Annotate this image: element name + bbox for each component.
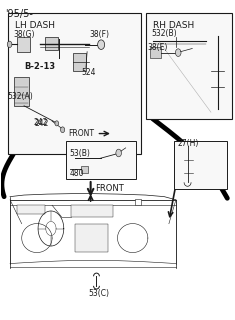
Bar [135,199,141,204]
Bar [174,141,227,189]
Circle shape [55,121,59,126]
Circle shape [176,49,181,56]
Circle shape [7,41,12,48]
Bar [17,37,30,52]
Circle shape [116,149,121,157]
Circle shape [98,40,105,50]
Text: FRONT: FRONT [68,129,94,138]
Bar [45,37,58,50]
Text: 38(E): 38(E) [147,43,168,52]
Bar [71,205,113,217]
Text: 53(C): 53(C) [88,289,109,298]
Text: '95/5-: '95/5- [5,9,33,19]
Text: B-2-13: B-2-13 [24,61,55,70]
Circle shape [60,127,65,132]
Text: LH DASH: LH DASH [15,21,55,30]
Text: 38(F): 38(F) [90,30,110,39]
Text: FRONT: FRONT [95,184,124,193]
Text: 532(A): 532(A) [8,92,33,101]
Text: 53(B): 53(B) [70,149,90,158]
Text: 38(G): 38(G) [14,30,35,39]
Text: 242: 242 [33,118,48,127]
Bar [75,224,108,252]
Bar [14,77,29,106]
Bar [8,13,141,154]
Bar [145,13,232,119]
Text: 242: 242 [35,119,49,128]
Bar [81,166,88,173]
Text: 532(B): 532(B) [151,29,177,38]
Bar [150,47,161,58]
Bar [66,141,136,179]
Bar [17,204,45,214]
Text: 524: 524 [81,68,96,77]
Text: 27(H): 27(H) [177,139,198,148]
Text: RH DASH: RH DASH [153,21,194,30]
Bar [73,53,86,71]
Text: 480: 480 [70,169,84,178]
